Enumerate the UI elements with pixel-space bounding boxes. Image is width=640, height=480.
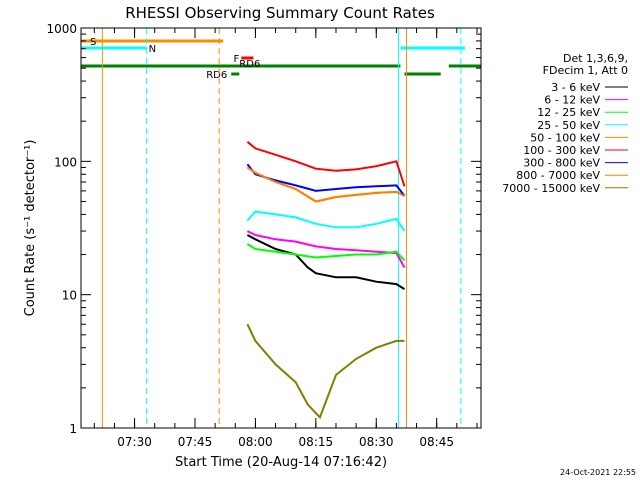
series-line bbox=[246, 243, 406, 262]
y-tick-label: 100 bbox=[54, 155, 77, 169]
series-line bbox=[246, 166, 405, 203]
chart-title: RHESSI Observing Summary Count Rates bbox=[125, 4, 435, 22]
x-tick-label: 07:30 bbox=[117, 435, 152, 449]
x-tick-label: 08:15 bbox=[299, 435, 334, 449]
legend-label: 7000 - 15000 keV bbox=[502, 182, 600, 195]
vertical-markers bbox=[101, 28, 462, 428]
legend-label: 100 - 300 keV bbox=[523, 144, 600, 157]
series-line bbox=[246, 210, 406, 232]
x-tick-label: 08:45 bbox=[419, 435, 454, 449]
series-line bbox=[246, 323, 405, 420]
legend-label: 6 - 12 keV bbox=[544, 94, 600, 107]
timestamp: 24-Oct-2021 22:55 bbox=[560, 468, 636, 477]
series-line bbox=[246, 166, 405, 203]
legend-header: Det 1,3,6,9, bbox=[563, 52, 628, 65]
legend-label: 800 - 7000 keV bbox=[516, 169, 600, 182]
x-tick-label: 07:45 bbox=[178, 435, 213, 449]
legend-header: FDecim 1, Att 0 bbox=[543, 64, 628, 77]
event-bar-label: S bbox=[90, 37, 96, 48]
event-bar-label: RD6 bbox=[239, 59, 260, 70]
series-line bbox=[246, 230, 406, 268]
y-tick-label: 10 bbox=[62, 289, 77, 303]
event-bar-label: F bbox=[234, 54, 240, 65]
axes: 1 10 100 1000 07:30 07:45 08:00 08:15 08:30 08:45 bbox=[46, 22, 481, 449]
legend-label: 25 - 50 keV bbox=[537, 119, 600, 132]
series-line bbox=[246, 141, 406, 187]
legend-label: 12 - 25 keV bbox=[537, 106, 600, 119]
plot-frame bbox=[80, 27, 482, 429]
y-axis-label: Count Rate (s⁻¹ detector⁻¹) bbox=[23, 140, 38, 317]
event-bar-label: N bbox=[149, 44, 156, 55]
legend-label: 3 - 6 keV bbox=[551, 81, 600, 94]
series-lines bbox=[246, 141, 406, 420]
x-axis-label: Start Time (20-Aug-14 07:16:42) bbox=[175, 455, 387, 470]
legend-label: 50 - 100 keV bbox=[530, 131, 600, 144]
event-bar-label: RD6 bbox=[206, 70, 227, 81]
x-tick-label: 08:00 bbox=[238, 435, 273, 449]
y-tick-label: 1 bbox=[69, 422, 77, 436]
legend-label: 300 - 800 keV bbox=[523, 157, 600, 170]
y-tick-label: 1000 bbox=[46, 22, 77, 36]
series-line bbox=[246, 234, 406, 290]
x-tick-label: 08:30 bbox=[359, 435, 394, 449]
